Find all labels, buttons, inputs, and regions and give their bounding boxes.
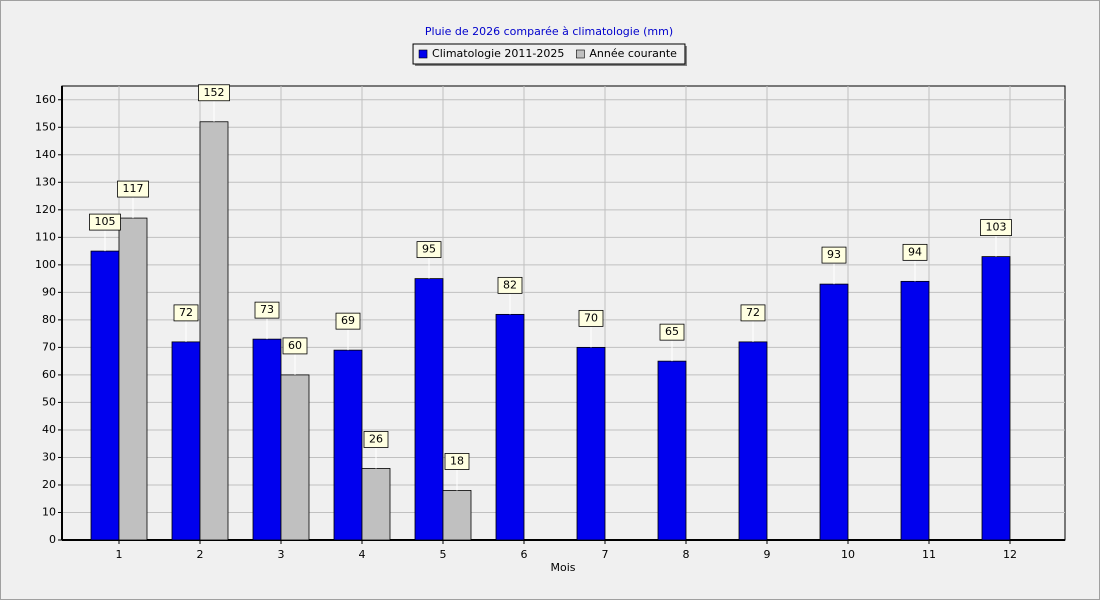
x-tick-label: 9 (764, 548, 771, 561)
y-tick-label: 140 (35, 148, 56, 161)
x-tick-label: 11 (922, 548, 936, 561)
data-label-box (497, 276, 523, 294)
x-tick-label: 2 (197, 548, 204, 561)
y-tick-label: 50 (42, 395, 56, 408)
data-label: 94 (908, 245, 922, 258)
chart-title: Pluie de 2026 comparée à climatologie (m… (425, 25, 673, 38)
data-label: 82 (503, 278, 517, 291)
x-tick-label: 7 (602, 548, 609, 561)
data-label-box (578, 309, 604, 327)
bar (495, 313, 525, 541)
x-axis-label: Mois (550, 561, 575, 574)
y-tick-label: 60 (42, 368, 56, 381)
data-label-box (89, 213, 121, 231)
data-label: 93 (827, 248, 841, 261)
y-tick-label: 10 (42, 505, 56, 518)
bar (819, 283, 849, 541)
bar (657, 360, 687, 541)
x-tick-label: 5 (440, 548, 447, 561)
data-label: 103 (986, 221, 1007, 234)
y-tick-label: 40 (42, 423, 56, 436)
x-tick-label: 12 (1003, 548, 1017, 561)
bar (118, 217, 148, 541)
legend-label: Année courante (589, 47, 677, 60)
plot-area (61, 85, 1066, 541)
data-label: 26 (369, 432, 383, 445)
bar (738, 341, 768, 541)
x-tick-label: 3 (278, 548, 285, 561)
data-label-box (821, 246, 847, 264)
data-label: 152 (204, 86, 225, 99)
y-tick-label: 120 (35, 203, 56, 216)
bar (280, 374, 310, 541)
bar (333, 349, 363, 541)
data-label-box (444, 453, 470, 470)
y-tick-label: 150 (35, 120, 56, 133)
data-label: 73 (260, 303, 274, 316)
x-tick-label: 8 (683, 548, 690, 561)
data-label-box (416, 241, 442, 259)
bar (576, 346, 606, 541)
bar (442, 490, 472, 541)
legend-box (412, 43, 686, 65)
data-label-box (902, 243, 928, 261)
legend-swatch (418, 49, 428, 59)
x-tick-label: 4 (359, 548, 366, 561)
bar (171, 341, 201, 541)
data-label-box (363, 431, 389, 448)
data-label-box (254, 301, 280, 319)
bar (361, 468, 391, 541)
data-label: 95 (422, 243, 436, 256)
data-label: 69 (341, 314, 355, 327)
y-tick-label: 0 (49, 533, 56, 546)
data-label: 18 (450, 454, 464, 467)
data-label: 105 (95, 215, 116, 228)
bar (252, 338, 282, 541)
bar (90, 250, 120, 541)
bar (900, 280, 930, 541)
y-tick-label: 80 (42, 313, 56, 326)
y-tick-label: 70 (42, 340, 56, 353)
data-label: 117 (123, 182, 144, 195)
y-tick-label: 130 (35, 175, 56, 188)
legend-swatch (576, 49, 585, 59)
y-tick-label: 100 (35, 258, 56, 271)
data-label: 72 (179, 306, 193, 319)
data-label-box (198, 84, 230, 102)
x-tick-label: 6 (521, 548, 528, 561)
data-label-box (740, 304, 766, 322)
bar (199, 121, 229, 541)
data-label-box (117, 180, 149, 198)
legend: Climatologie 2011-2025 Année courante (412, 43, 687, 66)
y-tick-label: 160 (35, 93, 56, 106)
bar (981, 256, 1011, 541)
data-label-box (282, 337, 308, 355)
y-tick-label: 110 (35, 230, 56, 243)
data-label: 72 (746, 306, 760, 319)
data-label-box (980, 219, 1012, 236)
y-tick-label: 20 (42, 478, 56, 491)
data-label: 65 (665, 325, 679, 338)
data-label-box (173, 304, 199, 322)
legend-label: Climatologie 2011-2025 (432, 47, 564, 60)
bar (414, 278, 444, 541)
y-tick-label: 90 (42, 285, 56, 298)
x-tick-label: 1 (116, 548, 123, 561)
data-label-box (659, 323, 685, 341)
x-tick-label: 10 (841, 548, 855, 561)
data-label: 70 (584, 311, 598, 324)
data-label: 60 (288, 339, 302, 352)
data-label-box (335, 312, 361, 330)
y-tick-label: 30 (42, 450, 56, 463)
